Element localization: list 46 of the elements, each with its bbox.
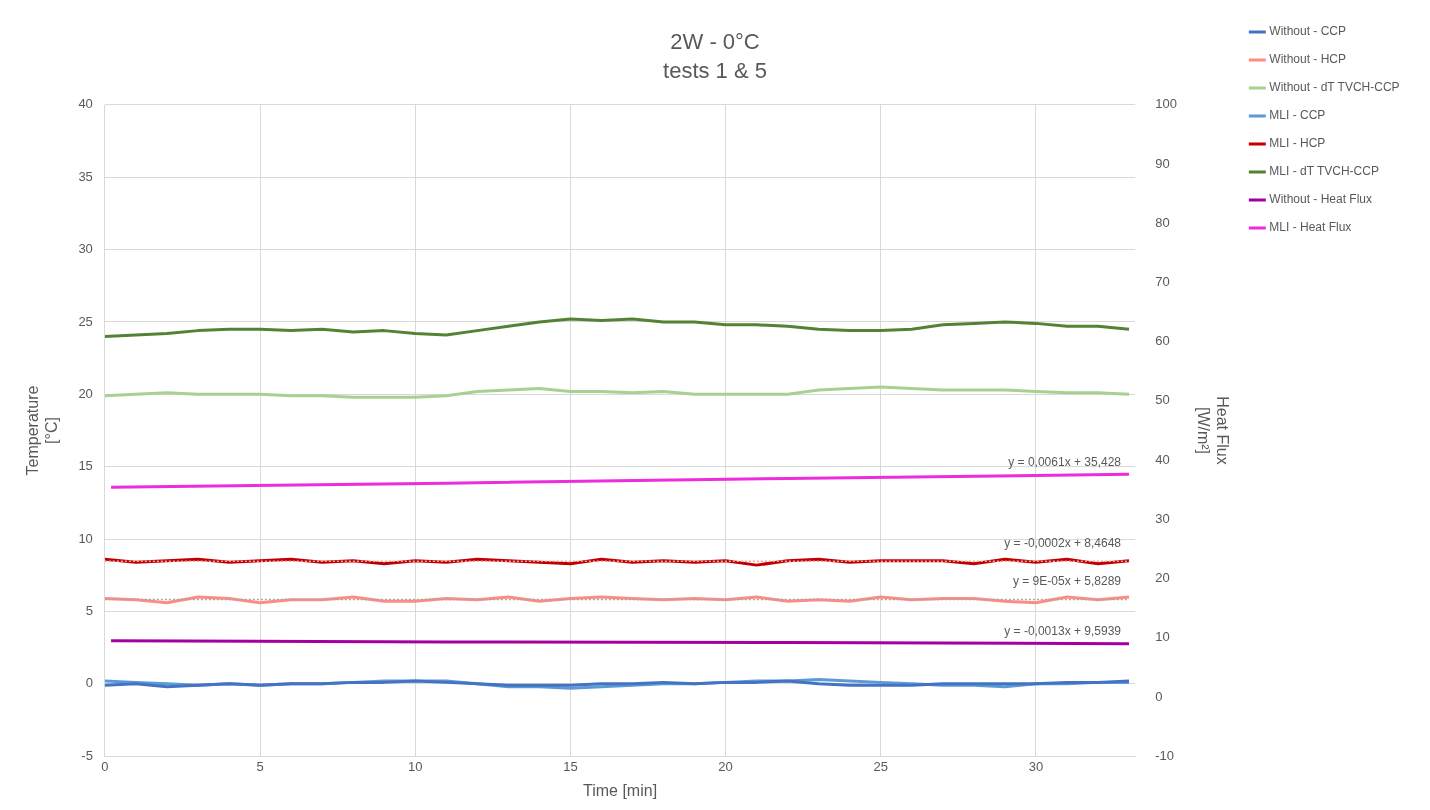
legend-label: Without - dT TVCH-CCP (1269, 80, 1400, 95)
y2-axis-title: Heat Flux [W/m²] (1195, 396, 1232, 465)
chart-title: 2W - 0°C (670, 29, 760, 55)
legend-label: MLI - dT TVCH-CCP (1269, 164, 1379, 179)
y2-tick-label: 20 (1155, 570, 1170, 586)
y-tick-label: 20 (78, 385, 93, 401)
legend-label: Without - CCP (1269, 24, 1347, 39)
y-tick-label: 0 (85, 675, 93, 691)
y-tick-label: 15 (78, 458, 93, 474)
x-tick-label: 10 (407, 758, 423, 774)
chart-subtitle: tests 1 & 5 (663, 57, 767, 83)
x-axis-title: Time [min] (583, 781, 658, 799)
y-tick-label: 5 (85, 603, 93, 619)
x-tick-label: 30 (1028, 758, 1044, 774)
legend-label: Without - HCP (1269, 52, 1347, 67)
legend-label: MLI - Heat Flux (1269, 220, 1352, 235)
annotation: y = -0,0013x + 9,5939 (1004, 624, 1122, 638)
y2-tick-label: -10 (1155, 747, 1175, 763)
y2-tick-label: 70 (1155, 274, 1170, 290)
y-tick-label: -5 (81, 747, 93, 763)
legend-label: Without - Heat Flux (1269, 192, 1373, 207)
legend-label: MLI - HCP (1269, 136, 1326, 151)
y2-tick-label: 10 (1155, 629, 1170, 645)
x-tick-label: 15 (563, 758, 578, 774)
y2-tick-label: 30 (1155, 510, 1170, 526)
annotation: y = 0,0061x + 35,428 (1008, 454, 1122, 469)
y2-tick-label: 90 (1155, 155, 1170, 171)
y2-tick-label: 100 (1155, 96, 1177, 112)
annotation: y = -0,0002x + 8,4648 (1004, 535, 1122, 550)
y-tick-label: 25 (78, 313, 93, 329)
y-tick-label: 10 (78, 530, 93, 546)
x-tick-label: 5 (256, 758, 264, 774)
y2-tick-label: 0 (1155, 688, 1163, 704)
y-tick-label: 35 (78, 168, 93, 184)
y2-tick-label: 50 (1155, 392, 1170, 408)
annotation: y = 9E-05x + 5,8289 (1012, 573, 1122, 588)
y2-tick-label: 40 (1155, 451, 1170, 467)
y-axis-title: Temperature [°C] (24, 385, 61, 476)
legend-label: MLI - CCP (1269, 108, 1326, 123)
x-tick-label: 25 (873, 758, 888, 774)
x-tick-label: 0 (101, 758, 109, 774)
x-tick-label: 20 (718, 758, 733, 774)
y-tick-label: 30 (78, 241, 93, 257)
y2-tick-label: 80 (1155, 214, 1170, 230)
y2-tick-label: 60 (1155, 333, 1170, 349)
y-tick-label: 40 (78, 96, 93, 112)
